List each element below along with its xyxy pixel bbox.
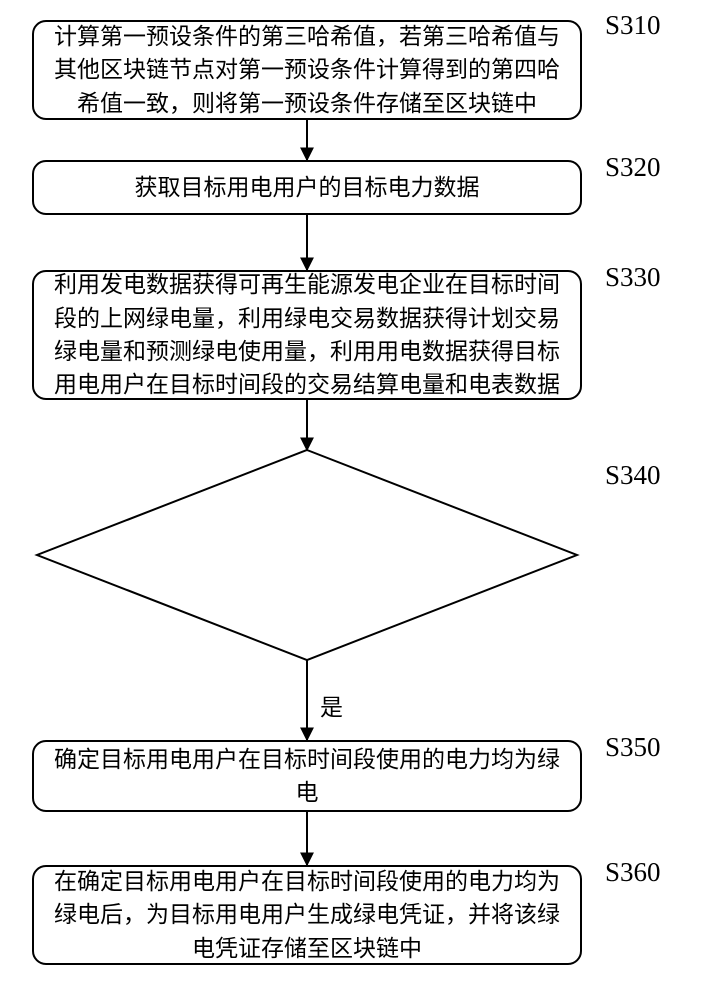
node-label-s320: S320	[605, 152, 661, 183]
node-text: 在确定目标用电用户在目标时间段使用的电力均为绿电后，为目标用电用户生成绿电凭证，…	[48, 865, 566, 965]
node-label-s360: S360	[605, 857, 661, 888]
node-label-s330: S330	[605, 262, 661, 293]
node-label-s310: S310	[605, 10, 661, 41]
node-s360: 在确定目标用电用户在目标时间段使用的电力均为绿电后，为目标用电用户生成绿电凭证，…	[32, 865, 582, 965]
node-text: 确定目标用电用户在目标时间段使用的电力均为绿电	[48, 743, 566, 810]
node-s350: 确定目标用电用户在目标时间段使用的电力均为绿电	[32, 740, 582, 812]
diamond-line: 判断计划交易绿电量、预测绿电	[60, 508, 554, 541]
diamond-line: 数据是否满足第一预设条件	[60, 575, 554, 608]
node-text: 计算第一预设条件的第三哈希值，若第三哈希值与其他区块链节点对第一预设条件计算得到…	[48, 20, 566, 120]
node-s330: 利用发电数据获得可再生能源发电企业在目标时间段的上网绿电量，利用绿电交易数据获得…	[32, 270, 582, 400]
diamond-line: 使用量、上网绿电量、交易结算电量和电表	[60, 541, 554, 574]
node-label-s350: S350	[605, 732, 661, 763]
node-s340-text: 判断计划交易绿电量、预测绿电 使用量、上网绿电量、交易结算电量和电表 数据是否满…	[60, 508, 554, 608]
node-s310: 计算第一预设条件的第三哈希值，若第三哈希值与其他区块链节点对第一预设条件计算得到…	[32, 20, 582, 120]
node-text: 利用发电数据获得可再生能源发电企业在目标时间段的上网绿电量，利用绿电交易数据获得…	[48, 268, 566, 401]
node-label-s340: S340	[605, 460, 661, 491]
svg-overlay	[0, 0, 719, 1000]
flowchart-canvas: 计算第一预设条件的第三哈希值，若第三哈希值与其他区块链节点对第一预设条件计算得到…	[0, 0, 719, 1000]
edge-label-yes: 是	[320, 688, 343, 722]
node-text: 获取目标用电用户的目标电力数据	[135, 171, 480, 204]
node-s320: 获取目标用电用户的目标电力数据	[32, 160, 582, 215]
